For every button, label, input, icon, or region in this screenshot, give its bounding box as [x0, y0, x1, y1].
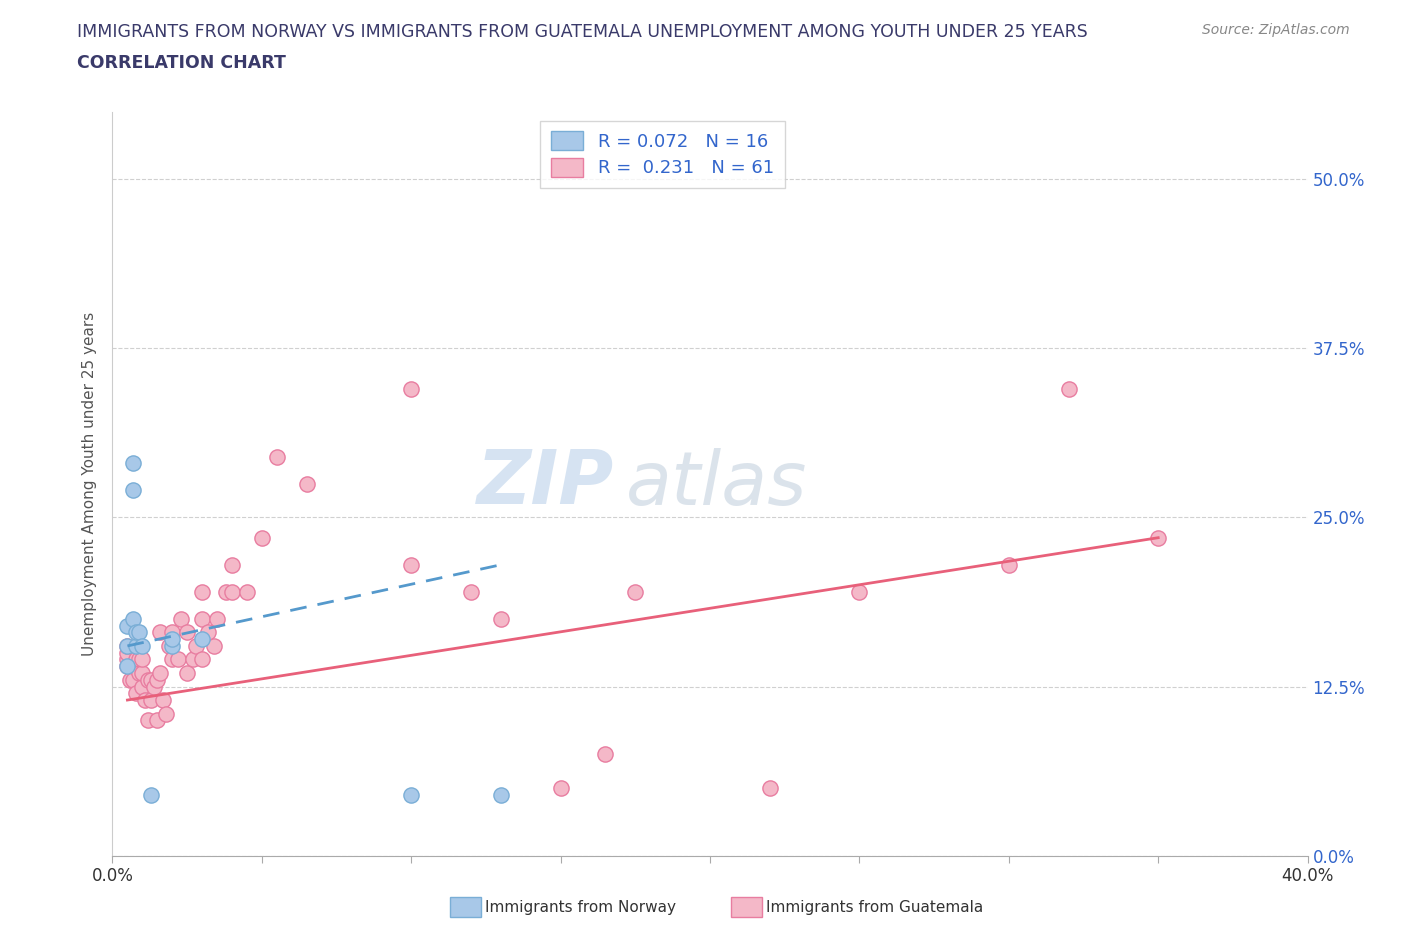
- Point: [128, 625, 150, 640]
- Point: [191, 652, 214, 667]
- Point: [460, 584, 482, 599]
- Point: [221, 584, 243, 599]
- Point: [401, 557, 423, 572]
- Point: [134, 693, 156, 708]
- Point: [176, 666, 198, 681]
- Point: [250, 530, 273, 545]
- Point: [141, 693, 163, 708]
- Point: [998, 557, 1021, 572]
- Legend: R = 0.072   N = 16, R =  0.231   N = 61: R = 0.072 N = 16, R = 0.231 N = 61: [540, 121, 785, 188]
- Point: [489, 611, 512, 626]
- Point: [550, 780, 572, 795]
- Point: [131, 652, 153, 667]
- Point: [125, 639, 148, 654]
- Point: [401, 381, 423, 396]
- Point: [236, 584, 259, 599]
- Point: [759, 780, 782, 795]
- Point: [122, 672, 145, 687]
- Point: [131, 666, 153, 681]
- Point: [117, 658, 139, 673]
- Point: [1147, 530, 1170, 545]
- Point: [117, 639, 139, 654]
- Point: [162, 639, 183, 654]
- Text: Immigrants from Norway: Immigrants from Norway: [485, 900, 676, 915]
- Point: [1057, 381, 1080, 396]
- Point: [125, 625, 148, 640]
- Point: [181, 652, 204, 667]
- Point: [595, 747, 617, 762]
- Point: [266, 449, 288, 464]
- Point: [202, 639, 225, 654]
- Point: [117, 652, 139, 667]
- Text: ZIP: ZIP: [477, 447, 614, 520]
- Point: [117, 658, 139, 673]
- Text: IMMIGRANTS FROM NORWAY VS IMMIGRANTS FROM GUATEMALA UNEMPLOYMENT AMONG YOUTH UND: IMMIGRANTS FROM NORWAY VS IMMIGRANTS FRO…: [77, 23, 1088, 41]
- Y-axis label: Unemployment Among Youth under 25 years: Unemployment Among Youth under 25 years: [82, 312, 97, 656]
- Point: [131, 679, 153, 694]
- Point: [191, 631, 214, 646]
- Point: [138, 713, 160, 728]
- Point: [149, 625, 172, 640]
- Point: [295, 476, 318, 491]
- Point: [624, 584, 647, 599]
- Point: [155, 706, 177, 721]
- Point: [186, 639, 208, 654]
- Point: [141, 788, 163, 803]
- Point: [120, 672, 142, 687]
- Point: [128, 652, 150, 667]
- Point: [120, 658, 142, 673]
- Point: [143, 679, 166, 694]
- Point: [149, 666, 172, 681]
- Point: [122, 658, 145, 673]
- Point: [489, 788, 512, 803]
- Point: [125, 685, 148, 700]
- Point: [117, 639, 139, 654]
- Point: [162, 652, 183, 667]
- Text: atlas: atlas: [627, 447, 808, 520]
- Point: [848, 584, 870, 599]
- Point: [221, 557, 243, 572]
- Point: [215, 584, 238, 599]
- Point: [401, 788, 423, 803]
- Point: [176, 625, 198, 640]
- Point: [138, 672, 160, 687]
- Point: [170, 611, 193, 626]
- Point: [122, 456, 145, 471]
- Point: [122, 611, 145, 626]
- Point: [141, 672, 163, 687]
- Point: [125, 652, 148, 667]
- Point: [128, 666, 150, 681]
- Point: [131, 639, 153, 654]
- Point: [122, 483, 145, 498]
- Point: [152, 693, 174, 708]
- Text: CORRELATION CHART: CORRELATION CHART: [77, 54, 287, 72]
- Point: [117, 618, 139, 633]
- Point: [162, 631, 183, 646]
- Text: Source: ZipAtlas.com: Source: ZipAtlas.com: [1202, 23, 1350, 37]
- Point: [191, 611, 214, 626]
- Point: [162, 625, 183, 640]
- Point: [146, 713, 169, 728]
- Point: [117, 645, 139, 660]
- Point: [197, 625, 219, 640]
- Point: [167, 652, 190, 667]
- Point: [205, 611, 228, 626]
- Point: [146, 672, 169, 687]
- Text: Immigrants from Guatemala: Immigrants from Guatemala: [766, 900, 984, 915]
- Point: [157, 639, 180, 654]
- Point: [191, 584, 214, 599]
